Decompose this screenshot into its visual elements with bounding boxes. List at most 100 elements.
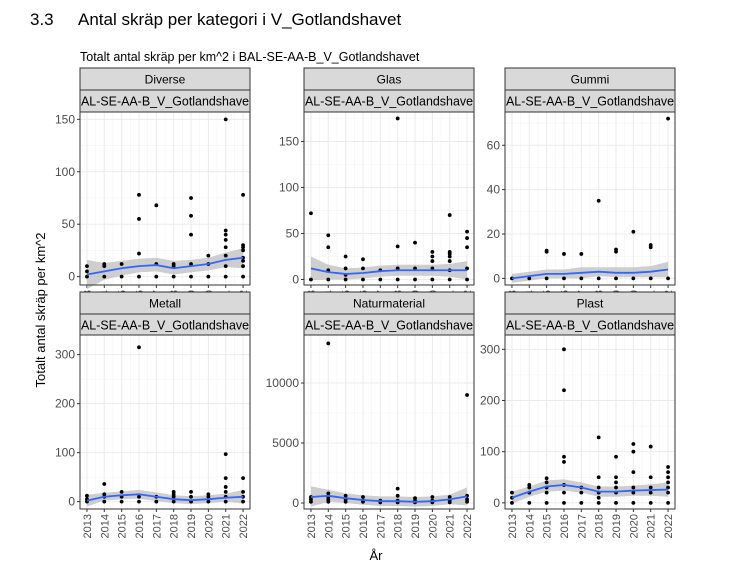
x-tick-label: 2015 bbox=[341, 514, 353, 538]
x-tick-label: 2022 bbox=[663, 514, 675, 538]
facet-substrip-label-plast: AL-SE-AA-B_V_Gotlandshave bbox=[506, 319, 674, 333]
data-point bbox=[465, 245, 469, 250]
y-tick-label: 50 bbox=[62, 217, 76, 231]
data-point bbox=[206, 253, 211, 258]
x-tick-label: 2022 bbox=[238, 514, 250, 538]
data-point bbox=[119, 262, 124, 266]
panel-border-glas bbox=[303, 111, 475, 286]
y-tick-label: 10000 bbox=[266, 376, 300, 390]
x-tick-label: 2013 bbox=[306, 514, 318, 538]
data-point bbox=[413, 277, 417, 282]
y-tick-label: 200 bbox=[55, 397, 75, 411]
data-point bbox=[343, 254, 348, 259]
data-point bbox=[527, 483, 532, 487]
data-point bbox=[562, 460, 566, 464]
y-tick-label: 300 bbox=[55, 348, 75, 362]
data-point bbox=[361, 277, 365, 282]
data-point bbox=[326, 491, 331, 496]
data-point bbox=[85, 493, 89, 498]
data-point bbox=[137, 192, 141, 197]
y-tick-label: 100 bbox=[55, 165, 75, 179]
data-point bbox=[241, 243, 245, 248]
y-tick-label: 0 bbox=[68, 495, 75, 509]
data-point bbox=[137, 345, 141, 350]
data-point bbox=[189, 213, 193, 218]
data-point bbox=[544, 276, 549, 281]
data-point bbox=[171, 262, 176, 266]
data-point bbox=[223, 452, 228, 457]
confidence-band-diverse bbox=[86, 248, 244, 290]
y-tick-label: 20 bbox=[487, 227, 501, 241]
data-point bbox=[189, 232, 193, 237]
data-point bbox=[223, 228, 228, 233]
data-point bbox=[85, 274, 89, 279]
data-point bbox=[309, 277, 313, 282]
data-point bbox=[614, 475, 618, 480]
data-point bbox=[189, 494, 193, 499]
data-point bbox=[562, 347, 566, 352]
data-point bbox=[343, 277, 348, 282]
data-point bbox=[241, 192, 245, 197]
facet-strip-label-diverse: Diverse bbox=[145, 73, 186, 87]
data-point bbox=[171, 499, 176, 504]
x-tick-label: 2014 bbox=[323, 514, 335, 538]
data-point bbox=[648, 444, 653, 449]
data-point bbox=[562, 454, 566, 459]
data-point bbox=[430, 254, 435, 259]
y-tick-label: 50 bbox=[286, 226, 300, 240]
data-point bbox=[648, 485, 653, 490]
data-point bbox=[648, 500, 653, 505]
facet-strip-label-glas: Glas bbox=[377, 73, 402, 87]
data-point bbox=[666, 116, 670, 121]
x-tick-label: 2018 bbox=[169, 514, 181, 538]
chart-title: Totalt antal skräp per km^2 i BAL-SE-AA-… bbox=[80, 50, 420, 64]
data-point bbox=[648, 276, 653, 281]
data-point bbox=[631, 485, 636, 490]
data-point bbox=[430, 249, 435, 254]
data-point bbox=[206, 274, 211, 279]
data-point bbox=[241, 499, 245, 504]
x-tick-label: 2013 bbox=[82, 514, 94, 538]
y-tick-label: 0 bbox=[292, 496, 299, 510]
data-point bbox=[510, 500, 514, 505]
data-point bbox=[119, 274, 124, 279]
data-point bbox=[137, 274, 141, 279]
data-point bbox=[614, 454, 618, 459]
panel-border-metall bbox=[79, 334, 251, 510]
data-point bbox=[223, 476, 228, 481]
data-point bbox=[102, 274, 107, 279]
data-point bbox=[465, 229, 469, 234]
data-point bbox=[223, 253, 228, 258]
data-point bbox=[447, 249, 452, 254]
data-point bbox=[596, 276, 601, 281]
x-tick-label: 2016 bbox=[358, 514, 370, 538]
x-tick-label: 2017 bbox=[375, 514, 387, 538]
x-tick-label: 2016 bbox=[559, 514, 571, 538]
data-point bbox=[119, 499, 124, 504]
data-point bbox=[223, 489, 228, 494]
data-point bbox=[666, 470, 670, 475]
data-point bbox=[241, 489, 245, 494]
data-point bbox=[562, 388, 566, 393]
facet-substrip-label-glas: AL-SE-AA-B_V_Gotlandshave bbox=[305, 95, 473, 109]
data-point bbox=[326, 277, 331, 282]
data-point bbox=[614, 500, 618, 505]
data-point bbox=[614, 480, 618, 485]
data-point bbox=[119, 489, 124, 494]
facet-substrip-label-naturmaterial: AL-SE-AA-B_V_Gotlandshave bbox=[305, 319, 473, 333]
data-point bbox=[395, 116, 400, 121]
x-tick-label: 2017 bbox=[576, 514, 588, 538]
data-point bbox=[465, 393, 469, 397]
data-point bbox=[579, 500, 584, 505]
x-tick-label: 2014 bbox=[524, 514, 536, 538]
data-point bbox=[666, 500, 670, 505]
y-tick-label: 300 bbox=[480, 342, 500, 356]
data-point bbox=[465, 236, 469, 240]
data-point bbox=[223, 274, 228, 279]
panel-border-plast bbox=[504, 334, 676, 510]
x-tick-label: 2016 bbox=[134, 514, 146, 538]
data-point bbox=[614, 276, 618, 281]
data-point bbox=[510, 490, 514, 495]
panel-border-diverse bbox=[79, 111, 251, 286]
data-point bbox=[395, 486, 400, 491]
